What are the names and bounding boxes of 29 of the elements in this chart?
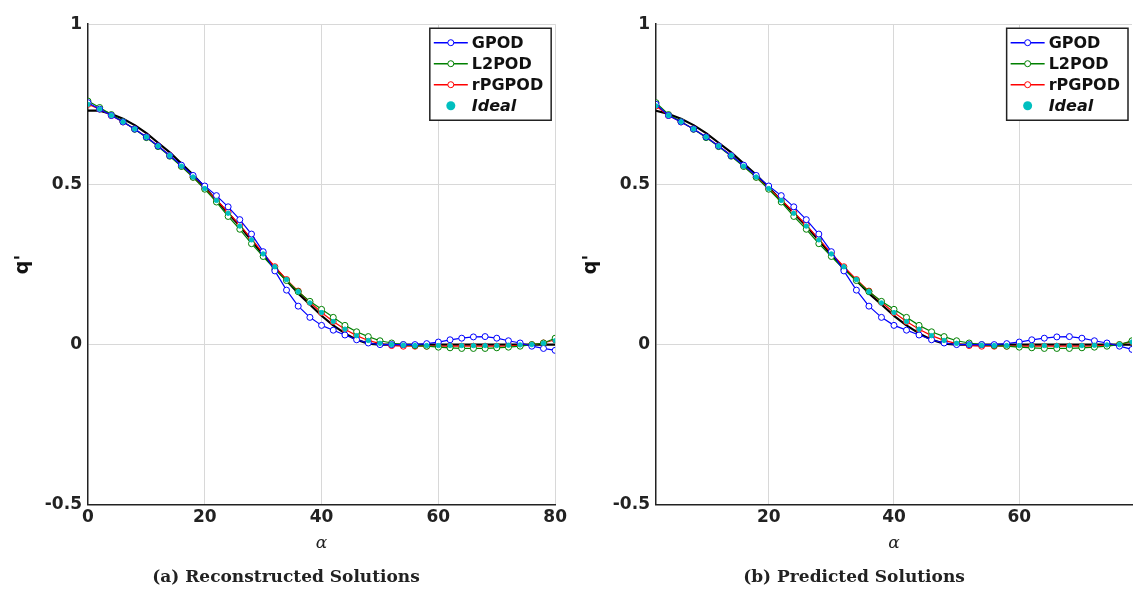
x-tick-label: 40	[309, 506, 334, 527]
text: (a) Reconstructed Solutions	[152, 566, 420, 587]
x-axis-title: α	[315, 531, 328, 552]
x-axis-title: α	[888, 531, 901, 552]
legend-label: GPOD	[1048, 32, 1101, 52]
x-tick-label: 40	[882, 506, 906, 527]
legend-label: Ideal	[1048, 95, 1094, 115]
y-tick-label: 1	[70, 12, 82, 33]
x-tick-label: 20	[756, 506, 781, 527]
legend-label: Ideal	[471, 95, 517, 115]
y-tick-label: 0.5	[51, 172, 82, 193]
x-tick-label: 20	[192, 506, 217, 527]
x-tick-label: 80	[543, 506, 568, 527]
x-tick-label: 60	[426, 506, 451, 527]
y-tick-label: 0.5	[619, 172, 650, 193]
legend-label: rPGPOD	[471, 74, 544, 94]
legend-label: L2POD	[471, 53, 532, 73]
y-tick-label: 0	[70, 333, 83, 354]
y-axis-title: q'	[578, 254, 601, 275]
legend-label: rPGPOD	[1048, 74, 1120, 94]
legend-label: GPOD	[471, 32, 524, 52]
x-tick-label: 60	[1007, 506, 1032, 527]
y-tick-label: -0.5	[44, 493, 82, 514]
legend-label: L2POD	[1048, 53, 1109, 73]
y-axis-title: q'	[10, 254, 33, 275]
y-tick-label: 1	[638, 12, 650, 33]
text: (b) Predicted Solutions	[743, 566, 965, 587]
y-tick-label: -0.5	[612, 493, 650, 514]
y-tick-label: 0	[638, 333, 651, 354]
